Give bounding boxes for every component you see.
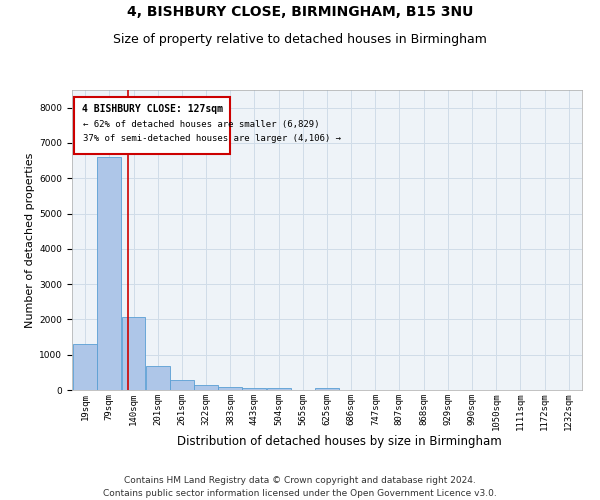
Text: 4 BISHBURY CLOSE: 127sqm: 4 BISHBURY CLOSE: 127sqm	[82, 104, 223, 114]
Y-axis label: Number of detached properties: Number of detached properties	[25, 152, 35, 328]
Bar	[73, 344, 97, 390]
Text: ← 62% of detached houses are smaller (6,829): ← 62% of detached houses are smaller (6,…	[83, 120, 320, 128]
Text: Distribution of detached houses by size in Birmingham: Distribution of detached houses by size …	[176, 435, 502, 448]
Bar	[315, 388, 339, 390]
FancyBboxPatch shape	[74, 97, 230, 154]
Text: 37% of semi-detached houses are larger (4,106) →: 37% of semi-detached houses are larger (…	[83, 134, 341, 143]
Text: Contains HM Land Registry data © Crown copyright and database right 2024.
Contai: Contains HM Land Registry data © Crown c…	[103, 476, 497, 498]
Bar	[122, 316, 145, 390]
Bar	[266, 388, 290, 390]
Text: Size of property relative to detached houses in Birmingham: Size of property relative to detached ho…	[113, 32, 487, 46]
Text: 4, BISHBURY CLOSE, BIRMINGHAM, B15 3NU: 4, BISHBURY CLOSE, BIRMINGHAM, B15 3NU	[127, 5, 473, 19]
Bar	[242, 388, 266, 390]
Bar	[146, 366, 170, 390]
Bar	[194, 386, 218, 390]
Bar	[218, 387, 242, 390]
Bar	[170, 380, 194, 390]
Bar	[97, 157, 121, 390]
